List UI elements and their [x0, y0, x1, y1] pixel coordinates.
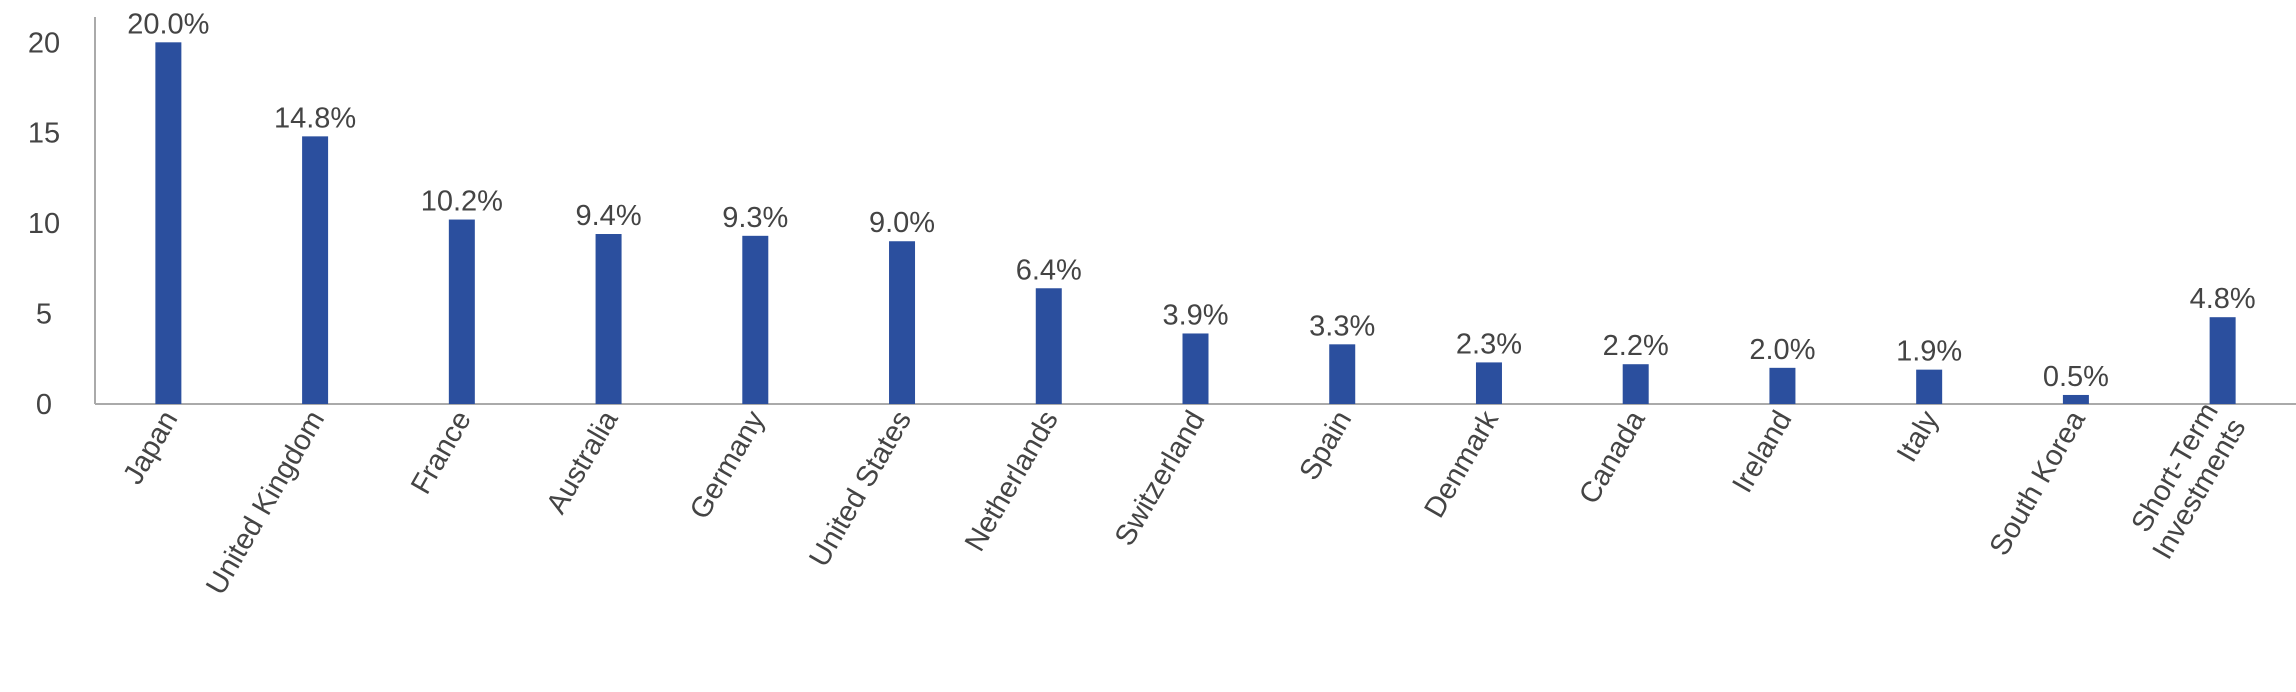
- y-tick-label: 10: [28, 208, 60, 240]
- value-label: 10.2%: [421, 186, 503, 218]
- bar: [1769, 367, 1796, 404]
- x-tick-label: France: [405, 406, 478, 500]
- value-label: 20.0%: [127, 8, 209, 40]
- x-tick-label: United States: [803, 406, 918, 573]
- y-tick-label: 15: [28, 118, 60, 150]
- value-label: 3.3%: [1309, 310, 1375, 342]
- bar: [302, 136, 329, 404]
- x-tick-label: Australia: [541, 405, 626, 519]
- x-tick-label: Short-TermInvestments: [2119, 398, 2253, 565]
- bar: [1916, 369, 1943, 404]
- bar: [1622, 364, 1649, 404]
- value-label: 9.4%: [576, 200, 642, 232]
- bar: [2209, 317, 2236, 404]
- value-label: 4.8%: [2190, 283, 2256, 315]
- bar: [1035, 288, 1062, 404]
- bar: [1329, 344, 1356, 404]
- bar: [1475, 362, 1502, 404]
- x-tick-label: Ireland: [1726, 406, 1798, 499]
- bar: [448, 219, 475, 404]
- value-label: 2.0%: [1749, 334, 1815, 366]
- x-tick-label: United Kingdom: [200, 405, 331, 600]
- value-label: 14.8%: [274, 102, 356, 134]
- bar: [1182, 333, 1209, 404]
- bar: [595, 234, 622, 404]
- x-tick-label: Spain: [1293, 406, 1358, 486]
- bar: [742, 235, 769, 404]
- y-tick-label: 0: [36, 389, 52, 421]
- value-label: 9.0%: [869, 207, 935, 239]
- y-tick-label: 20: [28, 27, 60, 59]
- x-tick-label: Netherlands: [959, 406, 1065, 557]
- value-label: 0.5%: [2043, 361, 2109, 393]
- value-label: 1.9%: [1896, 336, 1962, 368]
- x-tick-label: Canada: [1573, 405, 1652, 510]
- bar: [155, 42, 182, 405]
- value-label: 9.3%: [722, 202, 788, 234]
- bar: [2062, 394, 2089, 404]
- x-tick-label: Italy: [1891, 405, 1946, 467]
- x-tick-label: Switzerland: [1109, 406, 1212, 552]
- value-label: 2.2%: [1603, 330, 1669, 362]
- bar: [889, 241, 916, 404]
- value-label: 6.4%: [1016, 254, 1082, 286]
- x-tick-label: Germany: [684, 405, 772, 525]
- x-tick-label: South Korea: [1984, 405, 2093, 561]
- x-tick-label: Denmark: [1418, 405, 1505, 523]
- y-tick-label: 5: [36, 299, 52, 331]
- value-label: 3.9%: [1162, 299, 1228, 331]
- x-tick-label: Japan: [117, 406, 184, 490]
- value-label: 2.3%: [1456, 328, 1522, 360]
